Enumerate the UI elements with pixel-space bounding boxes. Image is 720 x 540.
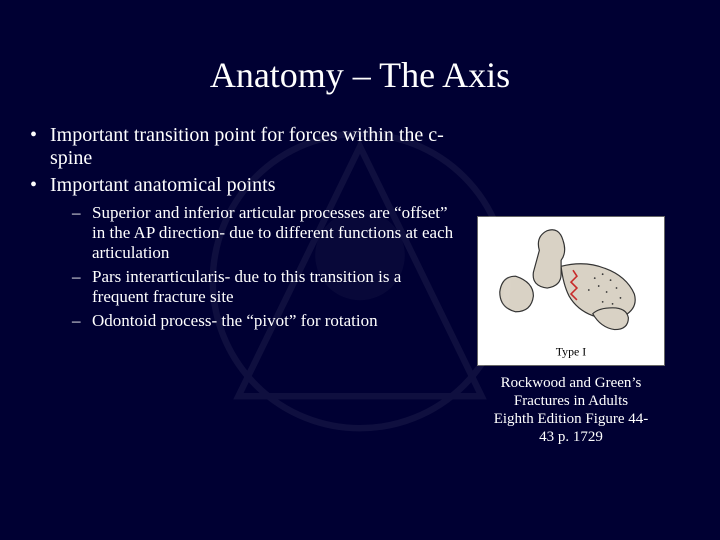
- sub-bullet-list: Superior and inferior articular processe…: [50, 203, 456, 331]
- anatomical-figure: Type I: [477, 216, 665, 366]
- bullet-item: Important anatomical points Superior and…: [26, 174, 456, 331]
- figure-caption: Rockwood and Green’s Fractures in Adults…: [456, 374, 686, 446]
- caption-line: 43 p. 1729: [539, 429, 603, 445]
- content-row: Important transition point for forces wi…: [0, 124, 720, 446]
- figure-column: Type I Rockwood and Green’s Fractures in…: [456, 124, 686, 446]
- sub-bullet-item: Odontoid process- the “pivot” for rotati…: [50, 311, 456, 331]
- text-column: Important transition point for forces wi…: [26, 124, 456, 446]
- caption-line: Rockwood and Green’s: [501, 375, 642, 391]
- caption-line: Eighth Edition Figure 44-: [494, 411, 649, 427]
- slide-title: Anatomy – The Axis: [0, 0, 720, 124]
- sub-bullet-item: Superior and inferior articular processe…: [50, 203, 456, 263]
- bullet-item: Important transition point for forces wi…: [26, 124, 456, 170]
- main-bullet-list: Important transition point for forces wi…: [26, 124, 456, 331]
- sub-bullet-item: Pars interarticularis- due to this trans…: [50, 267, 456, 307]
- bullet-text: Important anatomical points: [50, 174, 276, 196]
- figure-type-label: Type I: [556, 344, 587, 358]
- caption-line: Fractures in Adults: [514, 393, 628, 409]
